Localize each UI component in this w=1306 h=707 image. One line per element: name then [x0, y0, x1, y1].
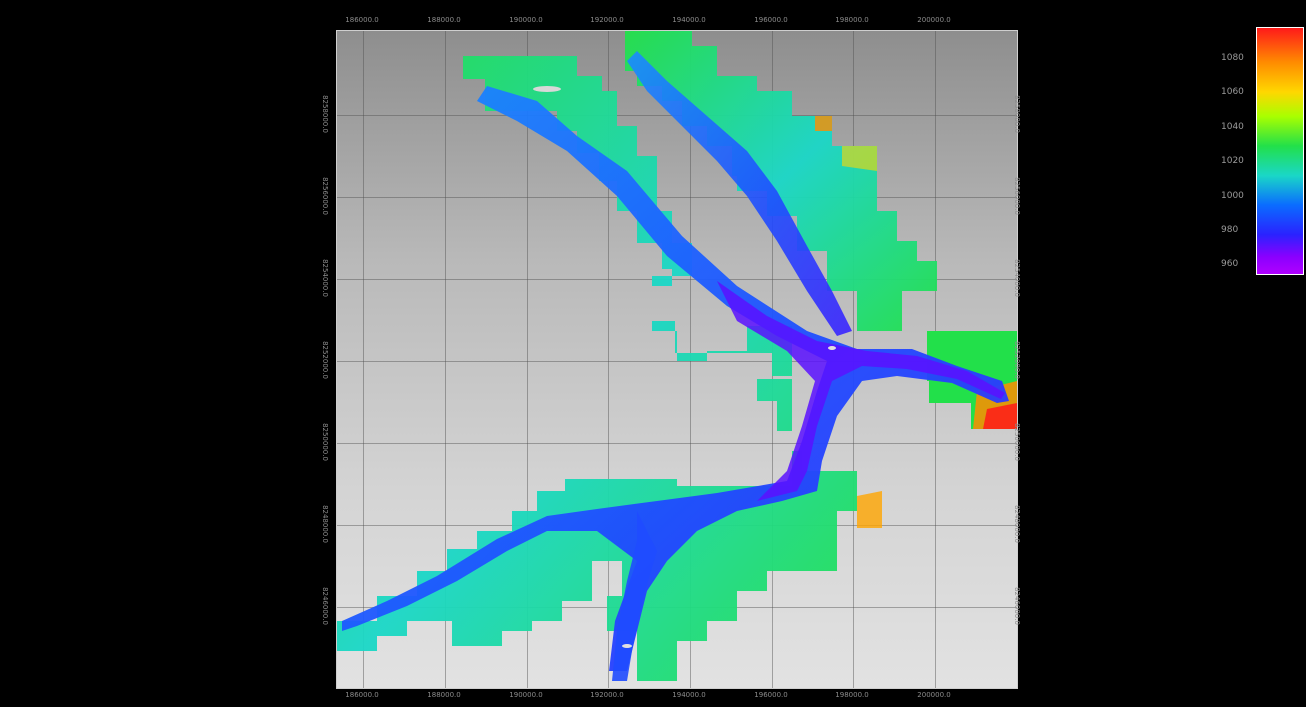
y-tick-left-2: 8256000.0: [320, 177, 329, 215]
island-3: [622, 644, 632, 648]
y-tick-right-7: 8246000.0: [1012, 587, 1021, 625]
y-tick-left-5: 8250000.0: [320, 423, 329, 461]
y-tick-right-1: 8258000.0: [1012, 95, 1021, 133]
x-tick-bottom-8: 200000.0: [917, 691, 951, 699]
x-tick-bottom-7: 198000.0: [835, 691, 869, 699]
colorbar-label-1020: 1020: [1221, 156, 1244, 166]
x-tick-top-5: 194000.0: [672, 16, 706, 24]
gridline-x-4: [608, 31, 609, 688]
gridline-x-3: [527, 31, 528, 688]
survey-coverage-outer: [337, 56, 857, 681]
colorbar-label-1080: 1080: [1221, 53, 1244, 63]
map-frame[interactable]: [336, 30, 1018, 689]
gridline-y-5: [337, 443, 1017, 444]
y-tick-left-4: 8252000.0: [320, 341, 329, 379]
island-1: [533, 86, 561, 92]
x-tick-top-6: 196000.0: [754, 16, 788, 24]
deep-channel-core: [717, 281, 1005, 501]
y-tick-left-7: 8246000.0: [320, 587, 329, 625]
x-tick-bottom-3: 190000.0: [509, 691, 543, 699]
x-tick-top-8: 200000.0: [917, 16, 951, 24]
river-channel-south-branch: [612, 511, 657, 681]
river-channel-north: [627, 51, 852, 336]
survey-coverage-north-arm: [625, 31, 937, 331]
y-tick-left-1: 8258000.0: [320, 95, 329, 133]
gridline-y-3: [337, 279, 1017, 280]
colorbar-label-1060: 1060: [1221, 87, 1244, 97]
gridline-y-4: [337, 361, 1017, 362]
river-channel-northwest: [342, 86, 1009, 671]
high-bank-east-red: [983, 403, 1017, 429]
elevation-colorbar: [1256, 27, 1304, 275]
y-tick-right-2: 8256000.0: [1012, 177, 1021, 215]
x-tick-top-7: 198000.0: [835, 16, 869, 24]
colorbar-label-1040: 1040: [1221, 122, 1244, 132]
y-tick-right-5: 8250000.0: [1012, 423, 1021, 461]
x-tick-bottom-2: 188000.0: [427, 691, 461, 699]
y-tick-right-6: 8248000.0: [1012, 505, 1021, 543]
y-tick-left-6: 8248000.0: [320, 505, 329, 543]
x-tick-bottom-5: 194000.0: [672, 691, 706, 699]
bathymetry-survey-surface: [337, 31, 1017, 681]
gridline-y-2: [337, 197, 1017, 198]
x-tick-bottom-6: 196000.0: [754, 691, 788, 699]
x-tick-bottom-1: 186000.0: [345, 691, 379, 699]
high-bank-southeast: [857, 491, 882, 528]
x-tick-top-1: 186000.0: [345, 16, 379, 24]
high-bank-northeast: [815, 116, 832, 131]
gridline-x-2: [445, 31, 446, 688]
gridline-x-1: [363, 31, 364, 688]
colorbar-label-1000: 1000: [1221, 191, 1244, 201]
island-2: [828, 346, 836, 350]
y-tick-right-3: 8254000.0: [1012, 259, 1021, 297]
x-tick-bottom-4: 192000.0: [590, 691, 624, 699]
colorbar-label-960: 960: [1221, 259, 1239, 269]
x-tick-top-3: 190000.0: [509, 16, 543, 24]
y-tick-left-3: 8254000.0: [320, 259, 329, 297]
colorbar-label-980: 980: [1221, 225, 1239, 235]
x-tick-top-4: 192000.0: [590, 16, 624, 24]
y-tick-right-4: 8252000.0: [1012, 341, 1021, 379]
high-bank-north-yellow: [842, 146, 877, 171]
x-tick-top-2: 188000.0: [427, 16, 461, 24]
